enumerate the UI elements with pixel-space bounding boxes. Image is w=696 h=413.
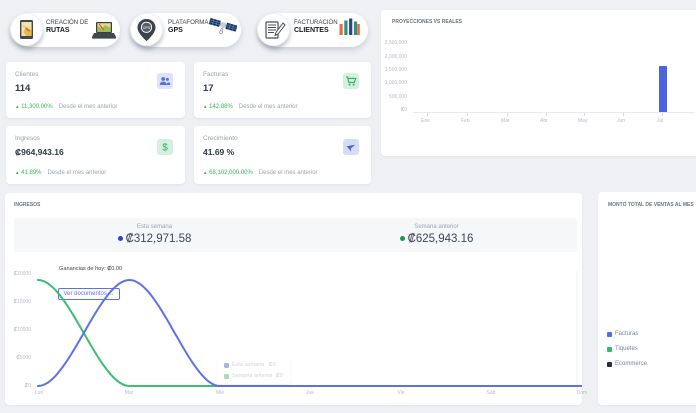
svg-text:$: $ <box>162 143 168 154</box>
svg-text:GPS: GPS <box>143 26 151 30</box>
